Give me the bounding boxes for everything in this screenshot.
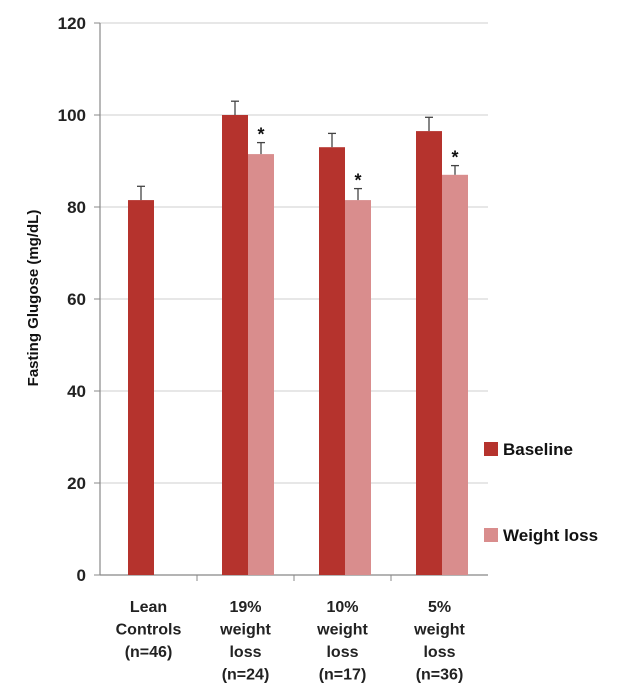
x-category-label: 5% weight loss (n=36) — [413, 599, 465, 684]
x-category-label: Lean Controls (n=46) — [116, 599, 182, 661]
legend-swatch-baseline — [484, 442, 498, 456]
y-tick-labels: 0 20 40 60 80 100 120 — [58, 14, 86, 585]
legend: Baseline Weight loss — [484, 440, 598, 545]
y-tick-label: 100 — [58, 106, 86, 125]
bar-baseline — [416, 131, 442, 575]
legend-label: Baseline — [503, 440, 573, 459]
category-labels: Lean Controls (n=46) 19% weight loss (n=24) 10%… — [116, 599, 466, 684]
x-category-label: 10% weight loss (n=17) — [316, 599, 368, 684]
y-tick-label: 120 — [58, 14, 86, 33]
bar-weight-loss — [345, 200, 371, 575]
y-axis-title: Fasting Glugose (mg/dL) — [25, 210, 42, 387]
y-tick-label: 0 — [77, 566, 86, 585]
x-category-label: 19% weight loss (n=24) — [219, 599, 271, 684]
bar-weight-loss — [248, 154, 274, 575]
significance-asterisk: * — [257, 125, 264, 145]
significance-asterisk: * — [354, 171, 361, 191]
y-tick-label: 80 — [67, 198, 86, 217]
y-tick-label: 20 — [67, 474, 86, 493]
bar-weight-loss — [442, 174, 468, 576]
bars — [128, 115, 468, 576]
bar-baseline — [319, 147, 345, 575]
legend-swatch-weight-loss — [484, 528, 498, 542]
y-tick-label: 40 — [67, 382, 86, 401]
bar-baseline — [222, 115, 248, 575]
significance-asterisk: * — [451, 148, 458, 168]
bar-baseline — [128, 200, 154, 575]
y-tick-label: 60 — [67, 290, 86, 309]
error-bars — [137, 100, 459, 201]
significance-markers: * * * — [257, 125, 458, 191]
legend-label: Weight loss — [503, 526, 598, 545]
